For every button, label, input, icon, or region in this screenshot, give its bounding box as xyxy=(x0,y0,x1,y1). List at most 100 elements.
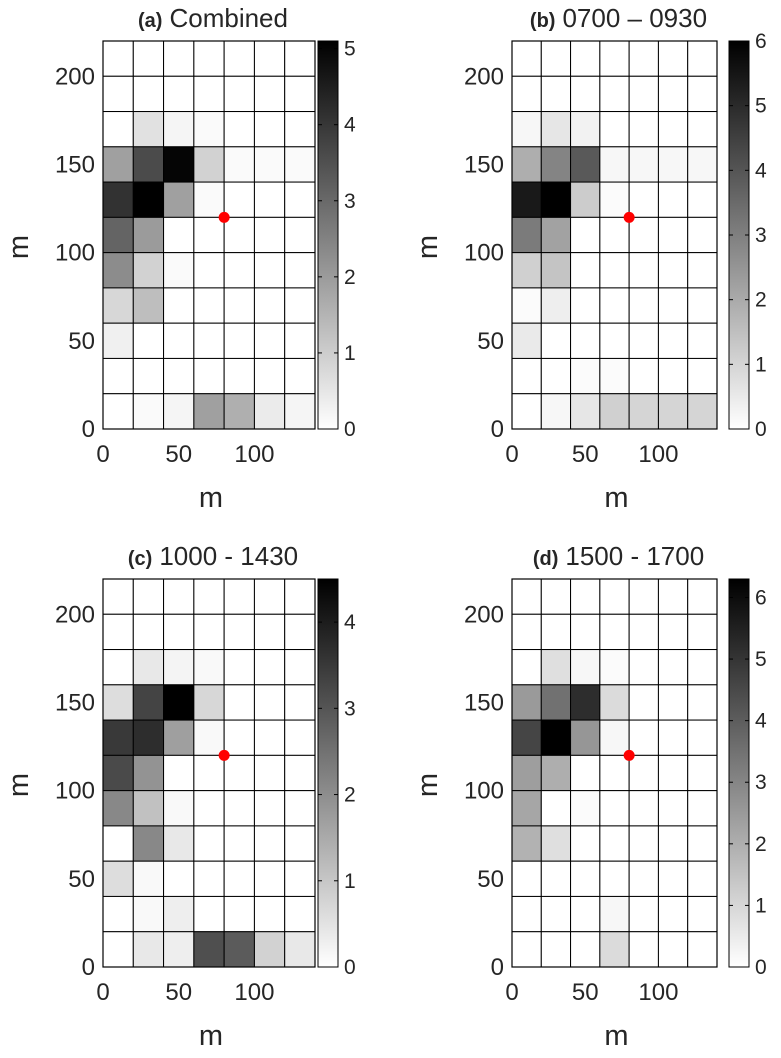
heatmap-cell xyxy=(284,719,316,756)
heatmap-cell xyxy=(253,287,286,324)
heatmap-cell xyxy=(599,931,630,968)
heatmap-cell xyxy=(540,931,572,968)
heatmap-cell xyxy=(223,649,255,686)
heatmap-cell xyxy=(102,322,134,359)
heatmap-cell xyxy=(132,111,165,148)
heatmap-cell xyxy=(511,649,542,686)
heatmap-cell xyxy=(570,322,601,359)
colorbar xyxy=(728,578,750,968)
heatmap-cell xyxy=(223,287,255,324)
y-tick-label: 0 xyxy=(491,416,504,443)
heatmap-cell xyxy=(628,357,659,395)
heatmap-cell xyxy=(223,719,255,756)
heatmap-cell xyxy=(511,111,542,148)
heatmap-cell xyxy=(193,146,225,183)
heatmap-cell xyxy=(223,216,255,254)
heatmap-cell xyxy=(599,393,630,430)
heatmap-cell xyxy=(511,252,542,289)
heatmap-cell xyxy=(163,931,195,968)
heatmap-cell xyxy=(687,75,718,113)
heatmap-cell xyxy=(687,825,718,862)
heatmap-cell xyxy=(132,860,165,897)
heatmap-cell xyxy=(284,578,316,615)
heatmap-cell xyxy=(253,40,286,77)
heatmap-cell xyxy=(193,895,225,933)
heatmap-cell xyxy=(223,684,255,721)
heatmap-cell xyxy=(687,111,718,148)
panel-title-text: 1500 - 1700 xyxy=(565,541,704,571)
heatmap-cell xyxy=(687,216,718,254)
heatmap-cell xyxy=(570,860,601,897)
heatmap-cell xyxy=(540,322,572,359)
heatmap-cell xyxy=(657,146,689,183)
panel-a: (a) Combined 0 50 100 150 200 0 50 100 m m 0 1 2 3 4 5 xyxy=(3,3,356,514)
heatmap-cell xyxy=(511,357,542,395)
heatmap-cell xyxy=(163,719,195,756)
heatmap-cell xyxy=(253,790,286,827)
heatmap-cell xyxy=(570,895,601,933)
heatmap-cell xyxy=(193,578,225,615)
x-axis-label: m xyxy=(199,1020,223,1052)
heatmap-cell xyxy=(570,613,601,651)
heatmap-cell xyxy=(511,287,542,324)
heatmap-cell xyxy=(132,40,165,77)
heatmap-cell xyxy=(599,613,630,651)
y-tick-label: 50 xyxy=(68,328,95,355)
heatmap-cell xyxy=(599,649,630,686)
heatmap-cell xyxy=(628,578,659,615)
panel-title: (d) 1500 - 1700 xyxy=(533,541,704,571)
colorbar-tick-label: 5 xyxy=(755,95,767,118)
heatmap-cell xyxy=(193,860,225,897)
heatmap-cell xyxy=(193,754,225,792)
heatmap-cell xyxy=(511,146,542,183)
heatmap-cell xyxy=(253,252,286,289)
heatmap-cell xyxy=(628,931,659,968)
colorbar-tick-label: 0 xyxy=(344,418,356,441)
heatmap-cell xyxy=(599,719,630,756)
panel-title-text: 0700 – 0930 xyxy=(562,3,707,33)
heatmap-cell xyxy=(540,825,572,862)
colorbar-tick-label: 4 xyxy=(344,114,356,137)
heatmap-cell xyxy=(599,181,630,218)
heatmap-cell xyxy=(628,146,659,183)
heatmap-cell xyxy=(193,181,225,218)
heatmap-cell xyxy=(253,216,286,254)
heatmap-cell xyxy=(628,287,659,324)
heatmap-cell xyxy=(511,825,542,862)
panel-title: (a) Combined xyxy=(138,3,288,33)
heatmap-cell xyxy=(163,181,195,218)
heatmap-cell xyxy=(102,75,134,113)
heatmap-cell xyxy=(687,322,718,359)
colorbar-tick-label: 3 xyxy=(344,697,356,720)
heatmap-cell xyxy=(511,684,542,721)
heatmap-cell xyxy=(599,578,630,615)
heatmap-cell xyxy=(628,825,659,862)
heatmap-cell xyxy=(540,216,572,254)
heatmap-cell xyxy=(628,252,659,289)
heatmap-cell xyxy=(193,931,225,968)
heatmap-cell xyxy=(628,754,659,792)
x-axis-label: m xyxy=(604,482,628,514)
heatmap-cell xyxy=(163,684,195,721)
heatmap-cell xyxy=(599,75,630,113)
heatmap-cell xyxy=(132,357,165,395)
plot-frame xyxy=(511,40,718,430)
heatmap-cell xyxy=(540,895,572,933)
heatmap-cell xyxy=(511,75,542,113)
x-tick-label: 100 xyxy=(234,441,274,468)
y-tick-label: 150 xyxy=(55,151,95,178)
heatmap-cell xyxy=(132,393,165,430)
heatmap-cell xyxy=(540,684,572,721)
heatmap-cell xyxy=(284,252,316,289)
heatmap-cell xyxy=(253,578,286,615)
y-tick-label: 100 xyxy=(464,778,504,805)
heatmap-cell xyxy=(284,40,316,77)
red-marker xyxy=(218,211,230,223)
heatmap-cell xyxy=(657,649,689,686)
heatmap-cell xyxy=(284,895,316,933)
heatmap-cell xyxy=(511,181,542,218)
heatmap-cell xyxy=(540,181,572,218)
plot-frame xyxy=(511,578,718,968)
heatmap-cell xyxy=(223,790,255,827)
red-marker xyxy=(623,211,635,223)
